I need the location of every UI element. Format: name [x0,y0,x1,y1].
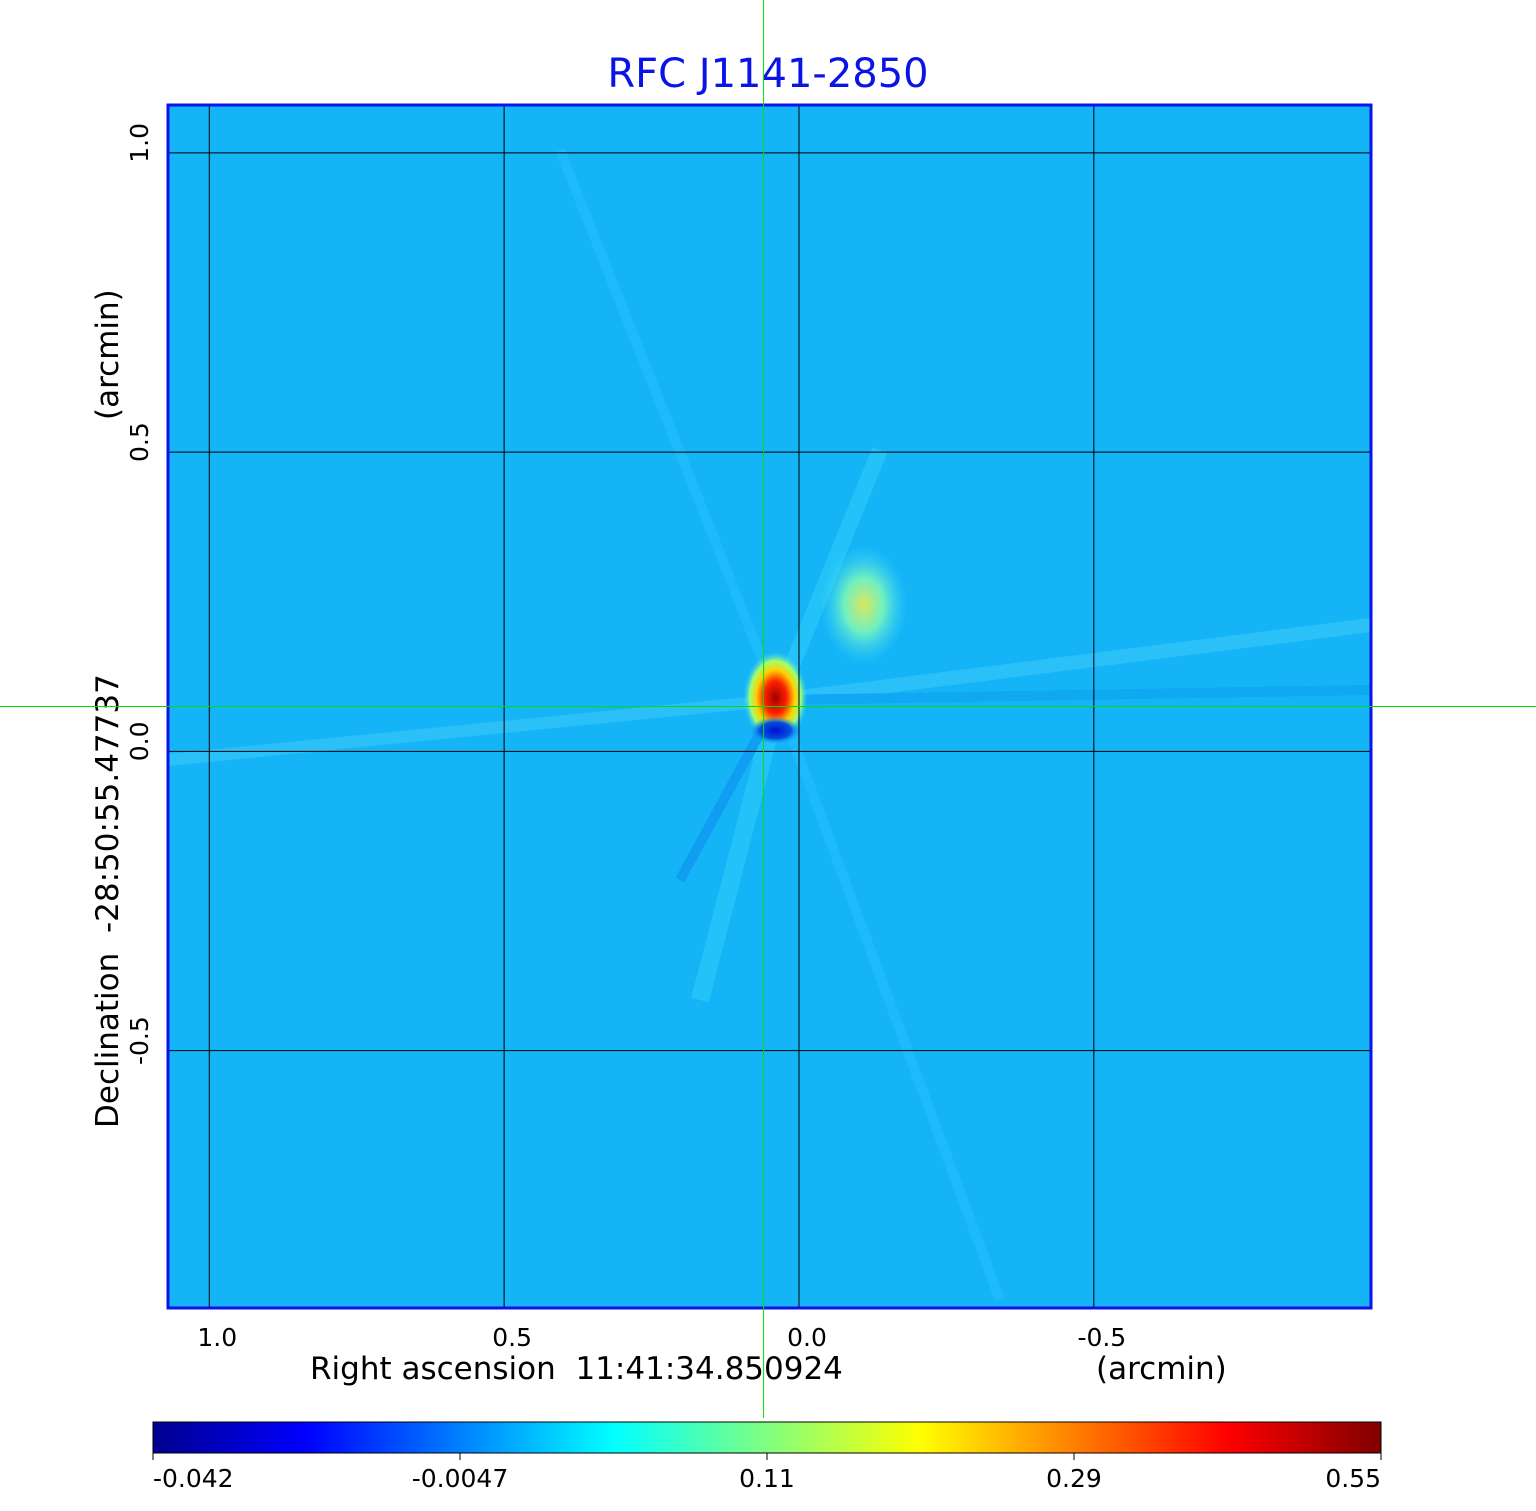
colorbar-tick-label: -0.042 [153,1464,234,1493]
colorbar-tick-label: 0.11 [739,1464,795,1493]
y-tick-labels: 1.0 0.5 0.0 -0.5 [125,123,154,1065]
colorbar-tick-label: 0.29 [1046,1464,1102,1493]
y-axis-unit: (arcmin) [90,289,126,420]
colorbar-tick-label: 0.55 [1325,1464,1381,1493]
y-tick-label: 0.0 [125,722,154,762]
chart-title: RFC J1141-2850 [607,51,928,97]
crosshair [0,0,1536,1418]
y-axis-label: Declination -28:50:55.47737 [90,674,126,1128]
colorbar-tick-labels: -0.042 -0.0047 0.11 0.29 0.55 [152,1453,1382,1493]
streak [691,697,787,1003]
streak [777,685,1371,705]
streak [773,698,1005,1302]
y-tick-label: -0.5 [125,1016,154,1065]
y-tick-label: 0.5 [125,422,154,462]
y-tick-label: 1.0 [125,123,154,163]
streak [777,618,1371,707]
streak [168,694,779,766]
streak [555,148,783,702]
x-tick-label: 1.0 [197,1323,237,1352]
x-tick-label: 0.0 [787,1323,827,1352]
source-secondary [819,544,908,665]
source-negative [749,716,802,745]
colorbar [152,1421,1382,1454]
colorbar-tick-label: -0.0047 [412,1464,509,1493]
x-tick-label: -0.5 [1077,1323,1126,1352]
artifact-streaks [168,148,1371,1302]
x-tick-label: 0.5 [492,1323,532,1352]
x-tick-labels: 1.0 0.5 0.0 -0.5 [197,1323,1126,1352]
x-axis-label: Right ascension 11:41:34.850924 [310,1351,843,1387]
x-axis-unit: (arcmin) [1096,1351,1227,1387]
